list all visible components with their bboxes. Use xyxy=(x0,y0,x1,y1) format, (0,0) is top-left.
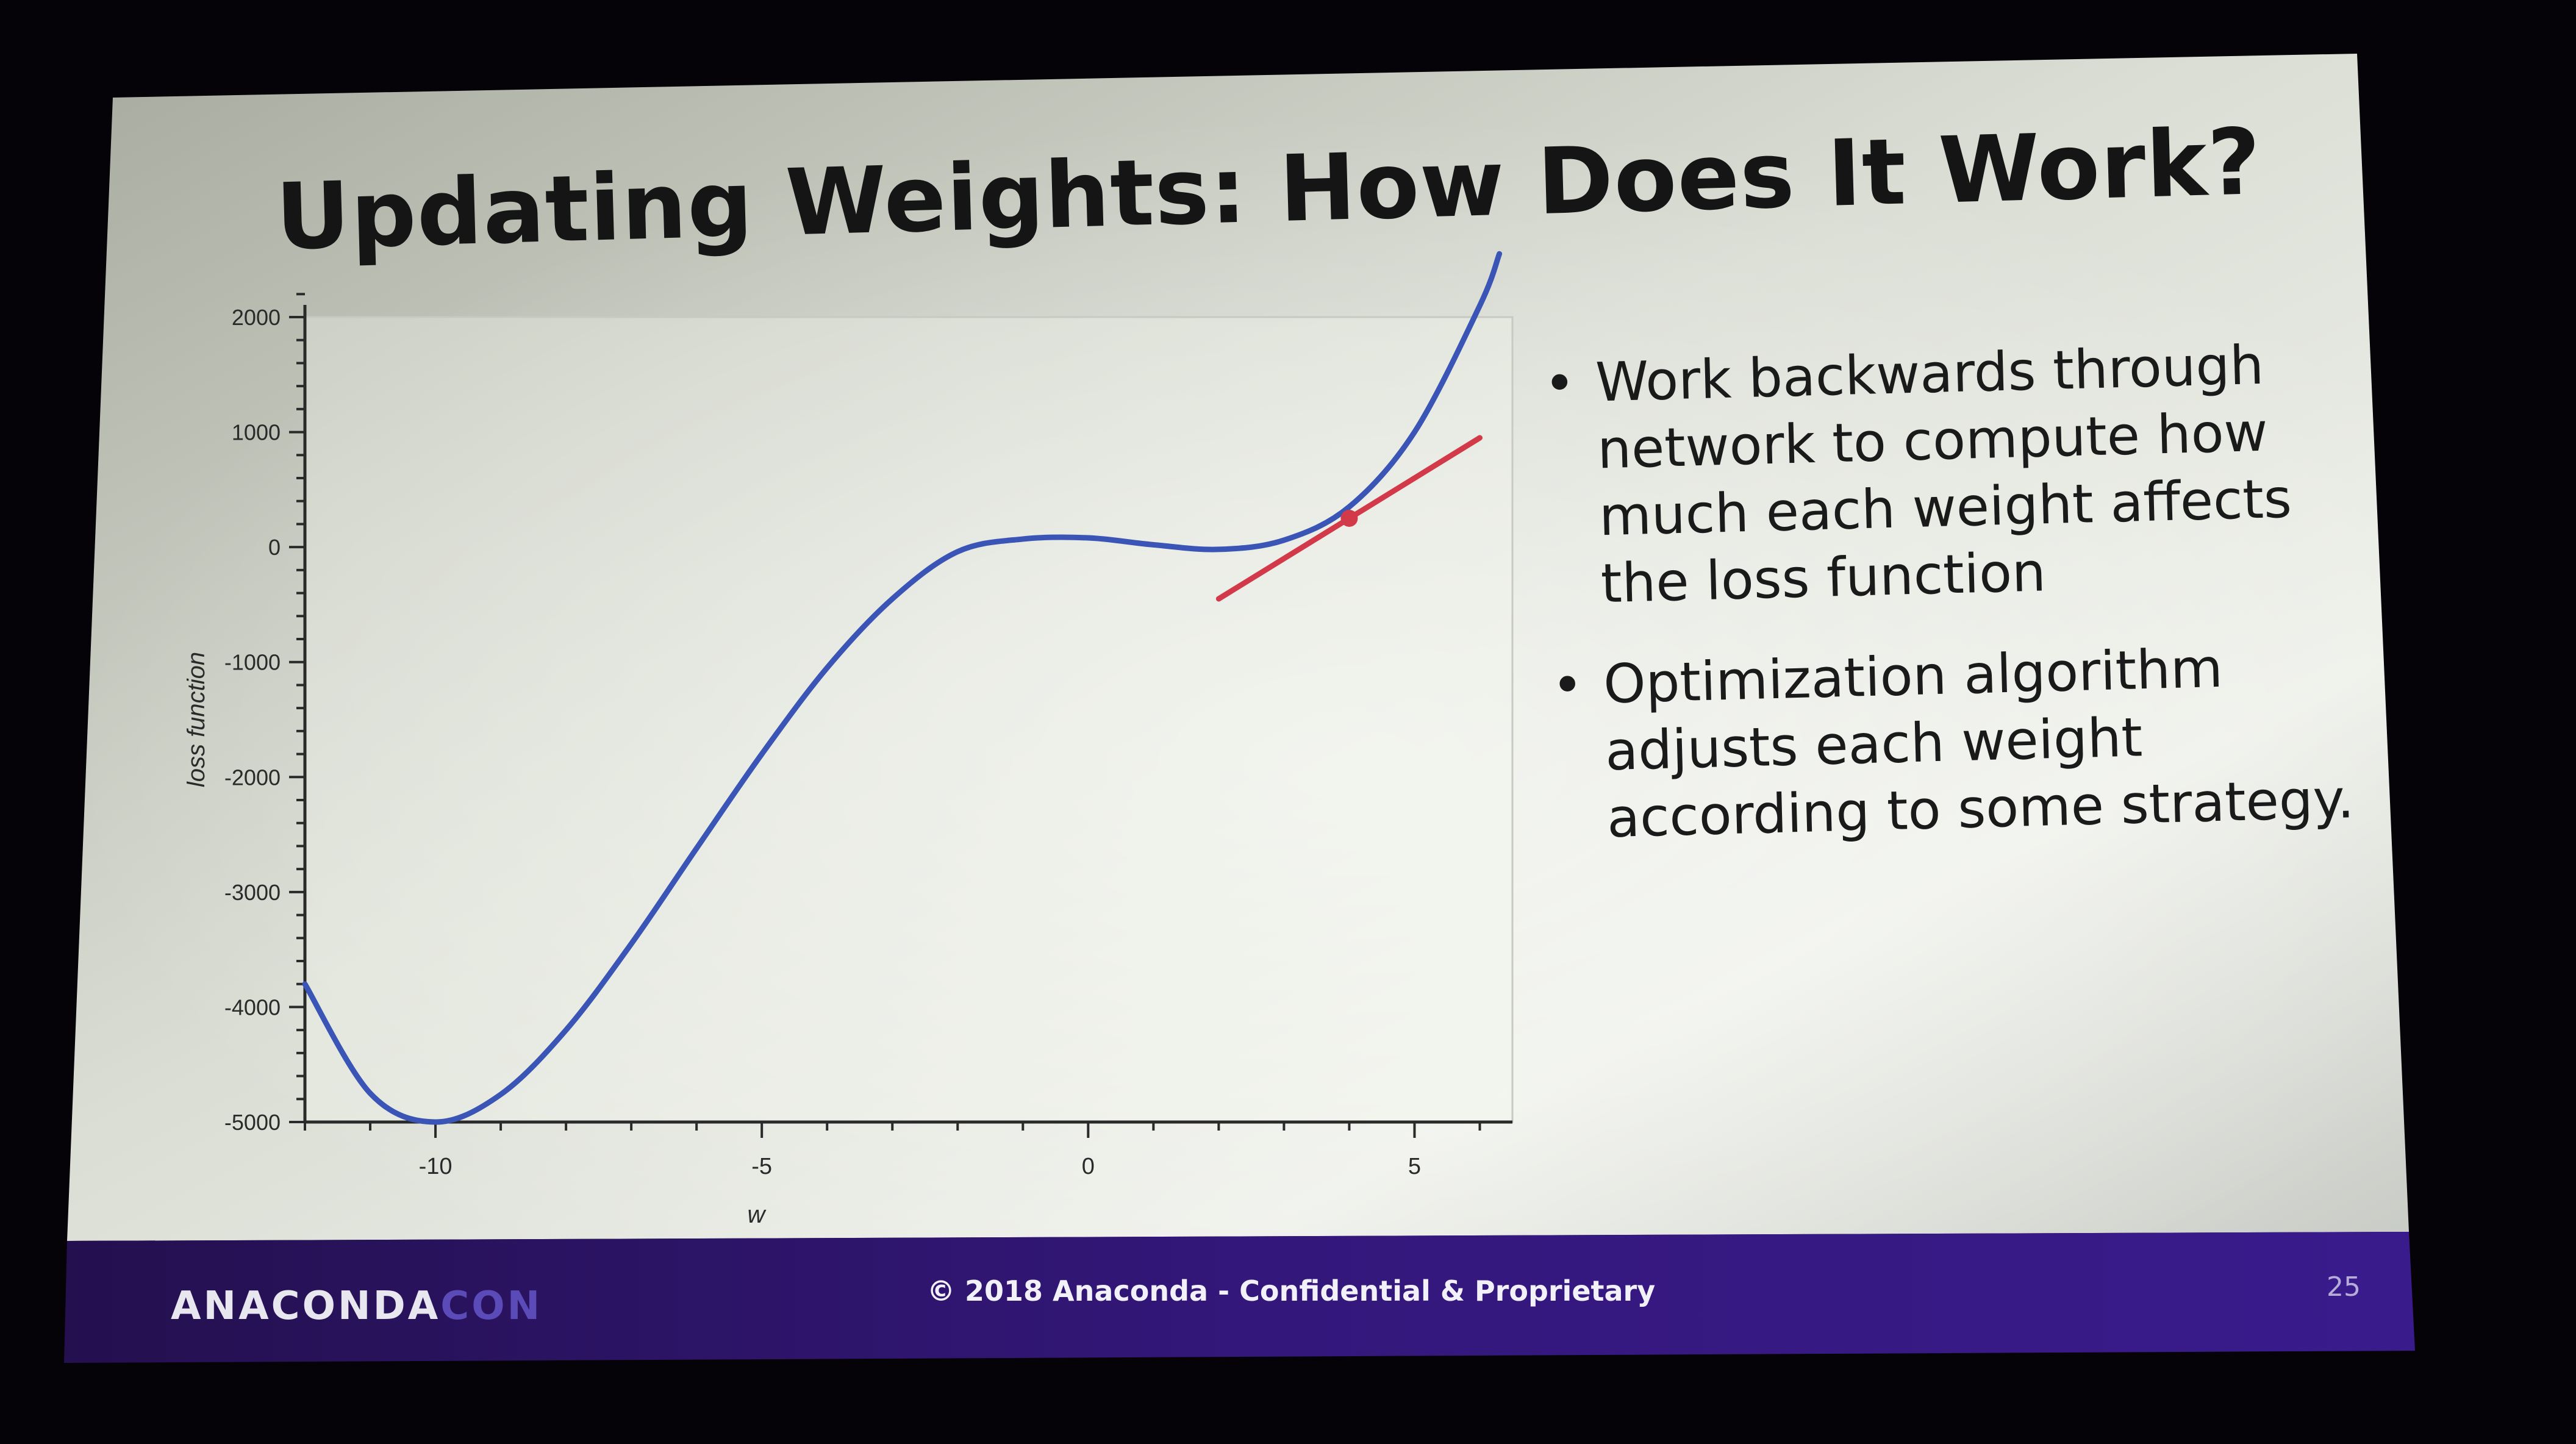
y-tick-label: -3000 xyxy=(224,880,281,905)
slide-title: Updating Weights: How Does It Work? xyxy=(274,109,2263,271)
bullet-dot-icon: • xyxy=(1551,653,1584,717)
tangent-point xyxy=(1340,510,1358,527)
x-axis-label: w xyxy=(748,1201,767,1228)
footer-copyright: © 2018 Anaconda - Confidential & Proprie… xyxy=(927,1274,1656,1307)
y-tick-label: -4000 xyxy=(224,995,281,1020)
y-tick-label: -2000 xyxy=(224,765,281,790)
x-tick-label: -5 xyxy=(751,1154,772,1179)
x-tick-label: 0 xyxy=(1082,1154,1095,1179)
bullet-text: Work backwards through network to comput… xyxy=(1595,333,2293,615)
footer-bar xyxy=(64,1232,2415,1363)
x-tick-label: -10 xyxy=(419,1154,453,1179)
y-tick-label: 1000 xyxy=(232,420,281,445)
plot-area xyxy=(304,316,1514,1123)
y-axis-label: loss function xyxy=(183,652,210,787)
bullet-item: • Work backwards through network to comp… xyxy=(1537,328,2397,618)
y-tick-label: 0 xyxy=(268,535,281,560)
bullet-list: • Work backwards through network to comp… xyxy=(1537,328,2405,887)
bullet-item: • Optimization algorithm adjusts each we… xyxy=(1545,630,2403,854)
loss-chart: -10 -5 0 5 2000 1000 0 -1000 -2000 -3000 -4000 -500… xyxy=(183,251,1512,1228)
y-tick-label: -5000 xyxy=(224,1110,281,1135)
y-tick-label: -1000 xyxy=(224,650,281,675)
bullet-dot-icon: • xyxy=(1543,351,1576,415)
anacondacon-logo: ANACONDACON xyxy=(171,1284,542,1329)
slide-glow xyxy=(67,54,2409,1241)
logo-main-text: ANACONDA xyxy=(171,1284,441,1329)
logo-accent-text: CON xyxy=(440,1284,543,1329)
loss-curve-line xyxy=(302,251,1503,1125)
bullet-text: Optimization algorithm adjusts each weig… xyxy=(1603,636,2355,850)
y-tick-label: 2000 xyxy=(232,305,281,330)
x-tick-label: 5 xyxy=(1408,1154,1421,1179)
page-number: 25 xyxy=(2327,1271,2361,1303)
